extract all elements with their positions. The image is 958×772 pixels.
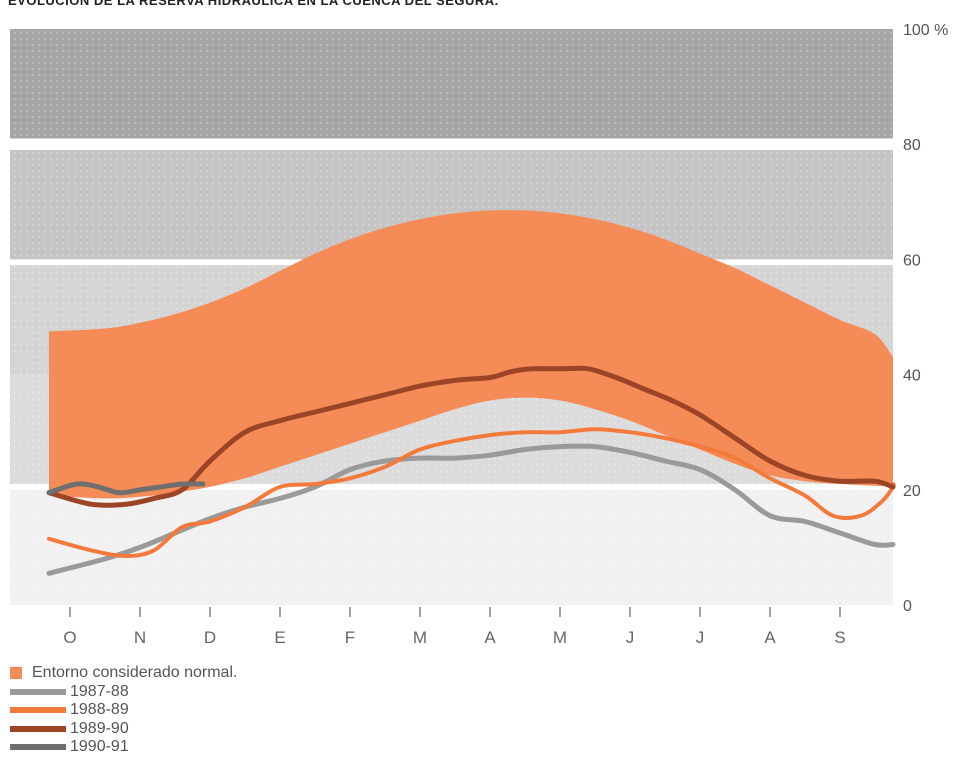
x-tick-label-10: A	[764, 628, 776, 647]
legend-swatch-1989-90	[10, 725, 66, 732]
y-tick-label-60: 60	[903, 252, 921, 269]
chart: 0 20 40 60 80 100 % O N D E F M A M J J A S	[10, 22, 948, 647]
x-tick-label-3: E	[274, 628, 285, 647]
legend-item-1988-89: 1988-89	[10, 701, 237, 720]
x-tick-label-8: J	[626, 628, 635, 647]
legend-label-1990-91: 1990-91	[70, 738, 129, 756]
legend-swatch-1988-89	[10, 707, 66, 714]
legend-label-normal-band: Entorno considerado normal.	[32, 664, 238, 682]
x-tick-label-2: D	[204, 628, 216, 647]
x-tick-label-4: F	[345, 628, 355, 647]
series-lines	[46, 365, 896, 576]
legend-label-1987-88: 1987-88	[70, 682, 129, 700]
series-line-1990-91	[46, 481, 206, 496]
x-tick-label-6: A	[484, 628, 496, 647]
legend-item-1987-88: 1987-88	[10, 683, 237, 702]
chart-title: EVOLUCIÓN DE LA RESERVA HIDRÁULICA EN LA…	[8, 0, 499, 8]
legend-label-1989-90: 1989-90	[70, 719, 129, 737]
legend: Entorno considerado normal. 1987-88 1988…	[10, 664, 237, 757]
series-line-1989-90	[46, 365, 896, 508]
y-tick-label-80: 80	[903, 137, 921, 154]
legend-item-normal-band: Entorno considerado normal.	[10, 664, 237, 683]
x-tick-label-0: O	[63, 628, 76, 647]
legend-swatch-normal-band	[10, 667, 22, 680]
y-tick-label-20: 20	[903, 483, 921, 500]
x-tick-label-5: M	[413, 628, 427, 647]
series-line-1987-88	[46, 443, 896, 576]
x-tick-label-11: S	[834, 628, 845, 647]
y-tick-label-40: 40	[903, 368, 921, 385]
y-tick-label-0: 0	[903, 598, 912, 615]
legend-item-1990-91: 1990-91	[10, 738, 237, 757]
x-tick-label-7: M	[553, 628, 567, 647]
legend-item-1989-90: 1989-90	[10, 720, 237, 739]
series-line-1988-89	[47, 427, 896, 558]
legend-label-1988-89: 1988-89	[70, 701, 129, 719]
y-axis: 0 20 40 60 80 100 %	[903, 22, 948, 615]
legend-swatch-1990-91	[10, 744, 66, 751]
background-band-texture-4	[10, 29, 893, 139]
y-tick-label-100: 100 %	[903, 22, 948, 39]
x-tick-label-1: N	[134, 628, 146, 647]
legend-swatch-1987-88	[10, 688, 66, 695]
x-tick-label-9: J	[696, 628, 705, 647]
